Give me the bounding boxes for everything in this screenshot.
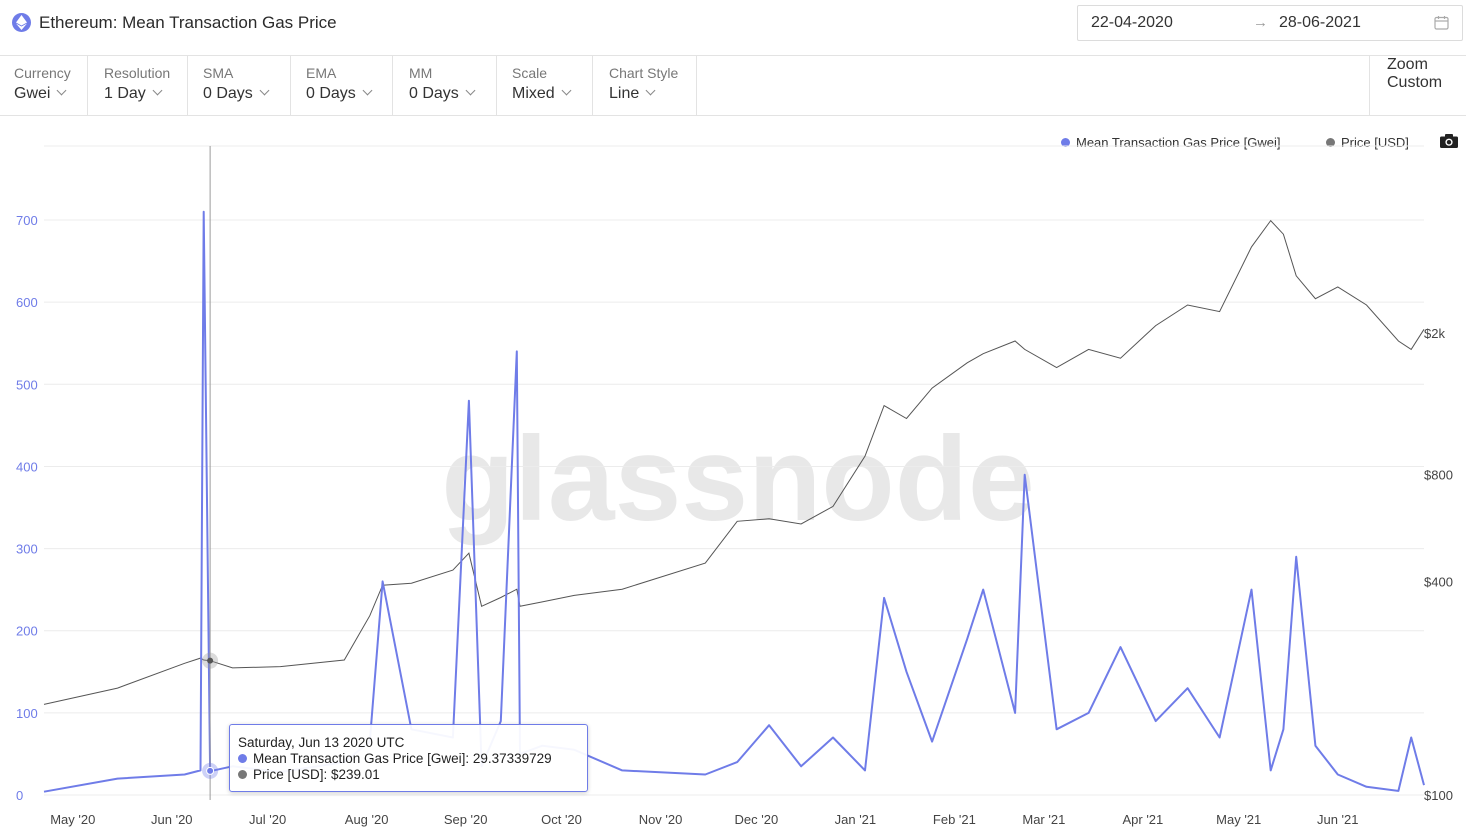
resolution-value[interactable]: 1 Day bbox=[104, 85, 163, 103]
x-tick-label: Jul '20 bbox=[249, 812, 286, 827]
y-left-tick-label: 600 bbox=[16, 295, 38, 310]
ethereum-logo-icon bbox=[12, 13, 31, 32]
chart-style-label: Chart Style bbox=[609, 65, 679, 81]
y-left-tick-label: 500 bbox=[16, 377, 38, 392]
date-range-picker[interactable]: 22-04-2020 → 28-06-2021 bbox=[1077, 5, 1463, 41]
y-right-tick-label: $800 bbox=[1424, 467, 1453, 482]
y-right-tick-label: $100 bbox=[1424, 788, 1453, 803]
x-tick-label: Oct '20 bbox=[541, 812, 582, 827]
x-tick-label: Jan '21 bbox=[835, 812, 877, 827]
camera-icon[interactable] bbox=[1439, 133, 1459, 149]
date-end-input[interactable]: 28-06-2021 bbox=[1279, 14, 1361, 31]
y-left-tick-label: 200 bbox=[16, 624, 38, 639]
sma-dropdown[interactable]: SMA 0 Days bbox=[188, 56, 291, 116]
hover-point-price bbox=[207, 657, 214, 664]
resolution-dropdown[interactable]: Resolution 1 Day bbox=[88, 56, 188, 116]
ema-value[interactable]: 0 Days bbox=[306, 85, 373, 103]
y-right-tick-label: $2k bbox=[1424, 326, 1445, 341]
mm-value[interactable]: 0 Days bbox=[409, 85, 476, 103]
y-left-tick-label: 100 bbox=[16, 706, 38, 721]
chart-header: Ethereum: Mean Transaction Gas Price 22-… bbox=[0, 0, 1466, 56]
x-tick-label: Dec '20 bbox=[735, 812, 779, 827]
y-left-tick-label: 300 bbox=[16, 542, 38, 557]
scale-label: Scale bbox=[512, 65, 548, 81]
calendar-icon[interactable] bbox=[1434, 15, 1449, 30]
zoom-label: Zoom bbox=[1387, 56, 1428, 73]
x-tick-label: May '21 bbox=[1216, 812, 1261, 827]
x-tick-label: Jun '20 bbox=[151, 812, 193, 827]
hover-point-gas bbox=[206, 766, 215, 775]
arrow-right-icon: → bbox=[1253, 14, 1268, 31]
scale-value[interactable]: Mixed bbox=[512, 85, 572, 103]
scale-dropdown[interactable]: Scale Mixed bbox=[497, 56, 593, 116]
tooltip-price: Price [USD]: $239.01 bbox=[238, 767, 579, 783]
y-right-tick-label: $400 bbox=[1424, 574, 1453, 589]
legend-dot-gas bbox=[1061, 138, 1070, 148]
x-tick-label: Sep '20 bbox=[444, 812, 488, 827]
x-tick-label: Nov '20 bbox=[639, 812, 683, 827]
chart-style-value[interactable]: Line bbox=[609, 85, 656, 103]
currency-value[interactable]: Gwei bbox=[14, 85, 67, 103]
ema-dropdown[interactable]: EMA 0 Days bbox=[291, 56, 393, 116]
x-tick-label: May '20 bbox=[50, 812, 95, 827]
watermark: glassnode bbox=[441, 412, 1035, 546]
x-tick-label: Mar '21 bbox=[1022, 812, 1065, 827]
resolution-label: Resolution bbox=[104, 65, 171, 81]
zoom-value[interactable]: Custom bbox=[1387, 74, 1443, 91]
mm-dropdown[interactable]: MM 0 Days bbox=[393, 56, 497, 116]
y-left-tick-label: 0 bbox=[16, 788, 23, 803]
mm-label: MM bbox=[409, 65, 433, 81]
chart-controls: Currency Gwei Resolution 1 Day SMA 0 Day… bbox=[0, 56, 1466, 116]
x-tick-label: Jun '21 bbox=[1317, 812, 1359, 827]
x-tick-label: Aug '20 bbox=[345, 812, 389, 827]
series-line-price bbox=[43, 219, 1425, 705]
sma-label: SMA bbox=[203, 65, 234, 81]
tooltip-date: Saturday, Jun 13 2020 UTC bbox=[238, 735, 405, 750]
ema-label: EMA bbox=[306, 65, 337, 81]
zoom-dropdown[interactable]: Zoom Custom bbox=[1369, 56, 1466, 116]
page-title: Ethereum: Mean Transaction Gas Price bbox=[39, 13, 337, 32]
y-left-tick-label: 700 bbox=[16, 213, 38, 228]
tooltip: Saturday, Jun 13 2020 UTC Mean Transacti… bbox=[229, 724, 588, 792]
date-start-input[interactable]: 22-04-2020 bbox=[1091, 14, 1173, 31]
x-tick-label: Feb '21 bbox=[933, 812, 976, 827]
tooltip-gas: Mean Transaction Gas Price [Gwei]: 29.37… bbox=[238, 751, 579, 767]
legend-dot-price bbox=[1326, 138, 1335, 148]
y-left-tick-label: 400 bbox=[16, 459, 38, 474]
sma-value[interactable]: 0 Days bbox=[203, 85, 270, 103]
x-tick-label: Apr '21 bbox=[1122, 812, 1163, 827]
currency-label: Currency bbox=[14, 65, 71, 81]
chart-style-dropdown[interactable]: Chart Style Line bbox=[593, 56, 697, 116]
currency-dropdown[interactable]: Currency Gwei bbox=[0, 56, 88, 116]
